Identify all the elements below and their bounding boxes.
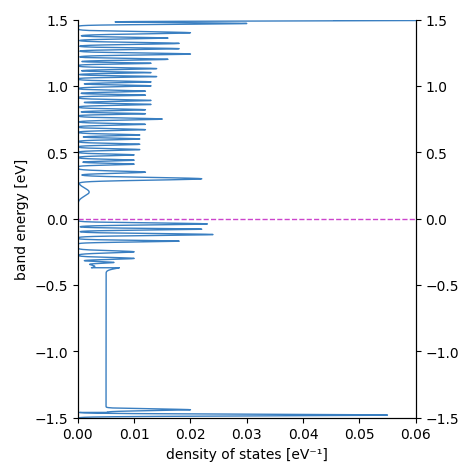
Y-axis label: band energy [eV]: band energy [eV] — [15, 159, 29, 279]
X-axis label: density of states [eV⁻¹]: density of states [eV⁻¹] — [166, 447, 328, 461]
